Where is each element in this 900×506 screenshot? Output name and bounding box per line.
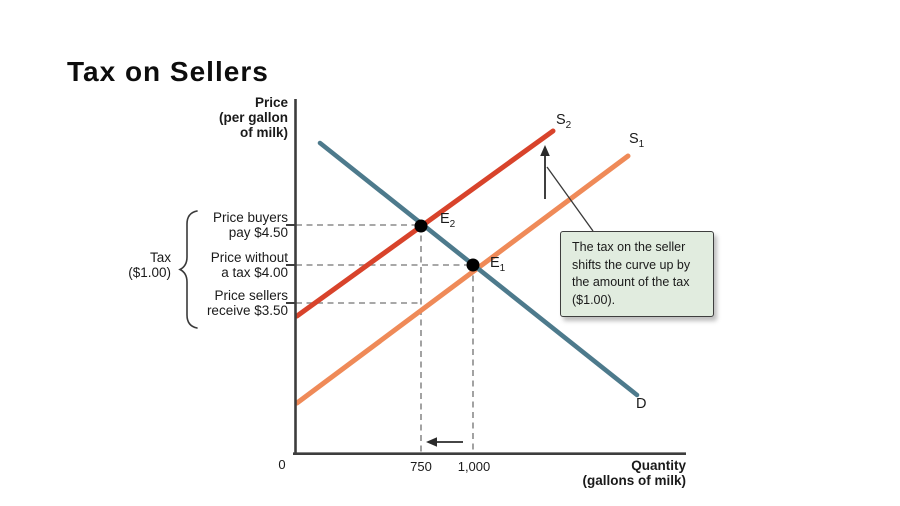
price-without-tax-label: Price without a tax $4.00	[158, 250, 288, 280]
callout-leader-line	[546, 166, 594, 232]
price-without-line2: a tax $4.00	[221, 265, 288, 280]
tax-amount-label: Tax ($1.00)	[91, 250, 171, 280]
curve-label-d: D	[636, 396, 646, 415]
callout-text: The tax on the seller shifts the curve u…	[572, 240, 691, 307]
price-sellers-line2: receive $3.50	[206, 303, 288, 318]
e1-sub: 1	[499, 262, 506, 274]
y-axis-label: Price (per gallon of milk)	[168, 95, 288, 140]
x-axis-label-line1: Quantity	[631, 458, 686, 473]
supply-curve-s1	[294, 153, 631, 406]
tax-shift-callout-box: The tax on the seller shifts the curve u…	[560, 231, 714, 317]
y-axis-label-line1: Price	[254, 95, 288, 110]
e1-base: E	[490, 255, 500, 271]
shift-up-arrow-icon	[540, 145, 550, 199]
e2-base: E	[440, 211, 450, 227]
s1-base: S	[629, 131, 639, 147]
d-base: D	[636, 396, 647, 412]
y-axis-ticks	[286, 224, 296, 304]
tax-brace	[178, 210, 198, 329]
s1-sub: 1	[638, 138, 645, 150]
point-label-e2: E2	[440, 211, 455, 230]
s2-base: S	[556, 112, 566, 128]
y-axis-label-line3: of milk)	[239, 125, 288, 140]
x-tick-1000: 1,000	[457, 459, 491, 474]
point-label-e1: E1	[490, 255, 505, 274]
dashed-guides	[296, 224, 474, 453]
point-e1	[466, 258, 480, 272]
quantity-decrease-arrow-head	[426, 437, 437, 447]
quantity-decrease-arrow-icon	[426, 437, 463, 447]
y-axis-label-line2: (per gallon	[218, 110, 288, 125]
x-tick-origin: 0	[278, 457, 286, 472]
price-buyers-line1: Price buyers	[212, 210, 288, 225]
x-tick-750: 750	[410, 459, 432, 474]
point-e2	[414, 219, 428, 233]
price-without-line1: Price without	[210, 250, 288, 265]
curve-label-s2: S2	[556, 112, 571, 131]
s2-sub: 2	[565, 119, 572, 131]
tax-label-line1: Tax	[149, 250, 171, 265]
curve-label-s1: S1	[629, 131, 644, 150]
e2-sub: 2	[449, 218, 456, 230]
price-sellers-label: Price sellers receive $3.50	[158, 288, 288, 318]
price-buyers-label: Price buyers pay $4.50	[158, 210, 288, 240]
x-axis-label-line2: (gallons of milk)	[582, 473, 686, 488]
shift-up-arrow-head	[540, 145, 550, 156]
price-buyers-line2: pay $4.50	[228, 225, 288, 240]
page-title: Tax on Sellers	[67, 56, 269, 87]
tax-label-line2: ($1.00)	[128, 265, 171, 280]
x-axis-label: Quantity (gallons of milk)	[516, 458, 686, 488]
demand-curve-d	[317, 140, 640, 398]
price-sellers-line1: Price sellers	[214, 288, 288, 303]
